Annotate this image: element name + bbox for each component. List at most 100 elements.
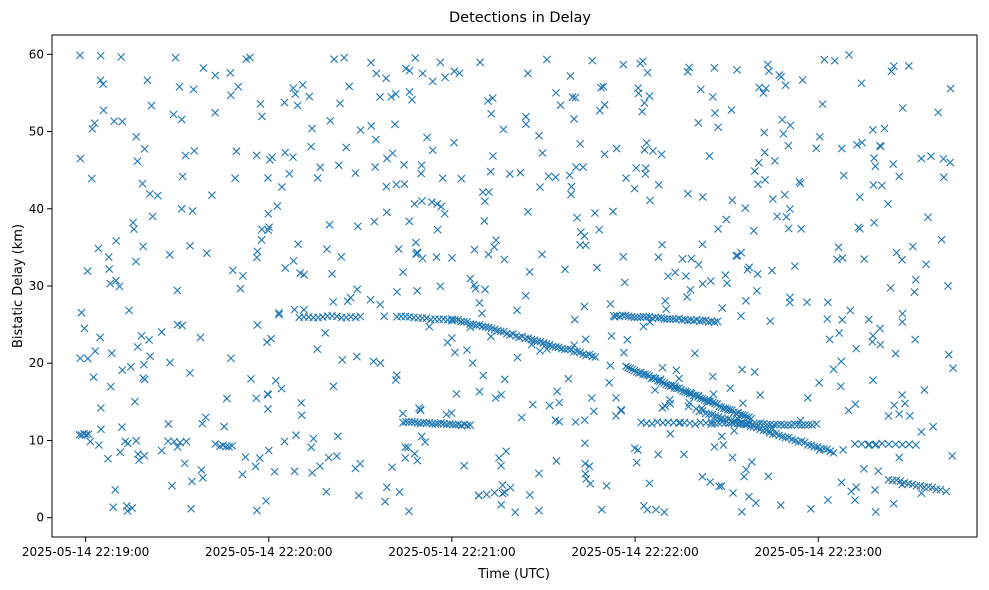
data-point — [741, 204, 750, 213]
data-point — [500, 488, 509, 497]
data-point — [660, 315, 669, 324]
data-point — [922, 260, 931, 269]
y-tick-label: 60 — [29, 47, 44, 61]
data-point — [289, 256, 298, 265]
data-point — [640, 145, 649, 154]
data-point — [94, 244, 103, 253]
data-point — [307, 443, 316, 452]
data-point — [806, 504, 815, 513]
data-point — [889, 499, 898, 508]
data-point — [351, 464, 360, 473]
data-point — [864, 440, 873, 449]
data-point — [83, 267, 92, 276]
data-point — [457, 174, 466, 183]
plot-frame — [51, 34, 978, 538]
data-point — [944, 350, 953, 359]
data-point — [738, 399, 747, 408]
data-point — [600, 100, 609, 109]
data-point — [936, 485, 945, 494]
data-point — [837, 478, 846, 487]
data-point — [837, 144, 846, 153]
data-point — [130, 397, 139, 406]
data-point — [410, 199, 419, 208]
data-point — [105, 265, 114, 274]
data-point — [864, 315, 873, 324]
data-point — [570, 341, 579, 350]
data-point — [382, 182, 391, 191]
data-point — [280, 98, 289, 107]
data-point — [581, 335, 590, 344]
data-point — [917, 489, 926, 498]
data-point — [442, 410, 451, 419]
data-point — [427, 198, 436, 207]
data-point — [876, 324, 885, 333]
data-point — [781, 433, 790, 442]
data-point — [138, 179, 147, 188]
data-point — [534, 506, 543, 515]
data-point — [75, 51, 84, 60]
data-point — [436, 282, 445, 291]
data-point — [591, 353, 600, 362]
data-point — [228, 266, 237, 275]
data-point — [428, 77, 437, 86]
data-point — [753, 180, 762, 189]
data-point — [823, 314, 832, 323]
y-tick-label: 40 — [29, 202, 44, 216]
data-point — [481, 285, 490, 294]
data-point — [164, 419, 173, 428]
data-point — [180, 459, 189, 468]
data-point — [298, 80, 307, 89]
data-point — [657, 150, 666, 159]
data-point — [706, 477, 715, 486]
data-point — [351, 169, 360, 178]
data-point — [324, 453, 333, 462]
data-point — [929, 422, 938, 431]
data-point — [587, 394, 596, 403]
data-point — [639, 312, 648, 321]
data-point — [845, 50, 854, 59]
data-point — [694, 260, 703, 269]
data-point — [418, 69, 427, 78]
y-tick-label: 50 — [29, 125, 44, 139]
data-point — [681, 387, 690, 396]
data-point — [428, 146, 437, 155]
data-point — [177, 204, 186, 213]
data-point — [466, 274, 475, 283]
data-point — [890, 401, 899, 410]
data-point — [737, 507, 746, 516]
data-point — [450, 138, 458, 147]
data-point — [710, 63, 719, 72]
data-point — [443, 338, 452, 347]
data-point — [579, 350, 588, 359]
data-point — [847, 487, 856, 496]
data-point — [927, 152, 935, 161]
data-point — [313, 345, 322, 354]
data-point — [564, 374, 573, 383]
data-point — [257, 235, 266, 244]
data-point — [768, 266, 777, 275]
data-point — [898, 104, 907, 113]
data-point — [438, 174, 447, 183]
data-point — [96, 333, 105, 342]
data-point — [371, 163, 380, 172]
data-point — [354, 491, 363, 500]
data-point — [942, 487, 951, 496]
data-point — [353, 222, 362, 231]
data-point — [536, 183, 544, 192]
data-point — [527, 335, 536, 344]
data-point — [391, 375, 400, 384]
data-point — [661, 402, 670, 411]
data-point — [387, 92, 396, 101]
data-point — [617, 405, 626, 414]
data-point — [82, 430, 91, 439]
data-point — [196, 333, 205, 342]
data-point — [139, 242, 148, 251]
data-point — [116, 448, 125, 457]
data-point — [309, 434, 318, 443]
data-point — [418, 254, 427, 263]
data-point — [607, 331, 616, 340]
data-point — [683, 67, 692, 76]
data-point — [729, 488, 737, 497]
data-point — [715, 482, 724, 491]
data-point — [639, 501, 648, 510]
